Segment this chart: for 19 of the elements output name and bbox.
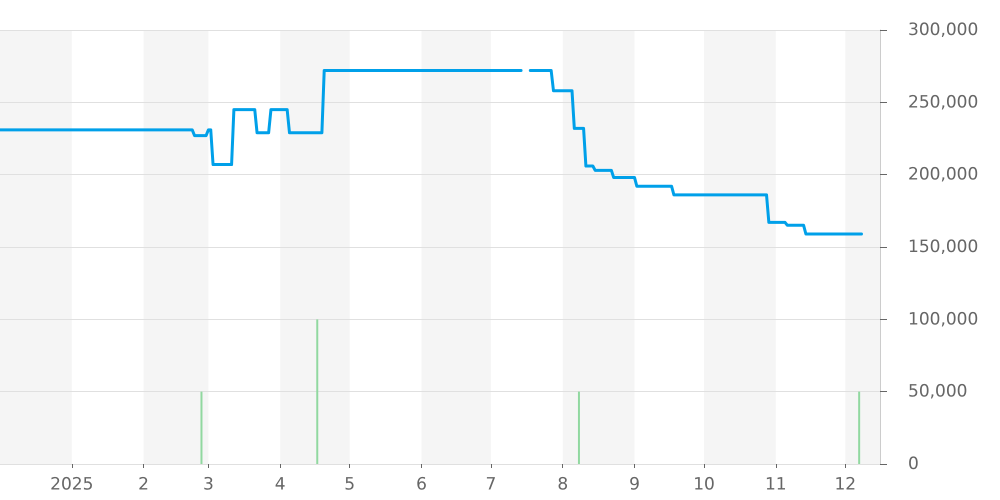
x-tick-label: 3: [203, 474, 214, 494]
y-tick-label: 100,000: [908, 309, 978, 330]
x-tick-label: 11: [764, 474, 787, 494]
x-tick-label: 2025: [50, 474, 94, 494]
y-tick-label: 150,000: [908, 237, 978, 257]
x-tick-label: 8: [557, 474, 568, 494]
y-tick-label: 50,000: [908, 382, 968, 402]
x-tick-label: 7: [486, 474, 496, 494]
x-tick-label: 4: [274, 474, 286, 494]
x-tick-label: 5: [344, 474, 356, 494]
y-tick-label: 300,000: [908, 20, 978, 40]
y-tick-label: 250,000: [908, 92, 978, 112]
x-tick-label: 12: [834, 474, 856, 494]
y-tick-label: 0: [908, 454, 919, 474]
y-tick-label: 200,000: [908, 164, 978, 185]
x-tick-label: 6: [416, 474, 427, 494]
x-tick-label: 2: [138, 474, 149, 494]
x-tick-label: 9: [629, 474, 640, 494]
x-tick-label: 10: [693, 474, 715, 494]
